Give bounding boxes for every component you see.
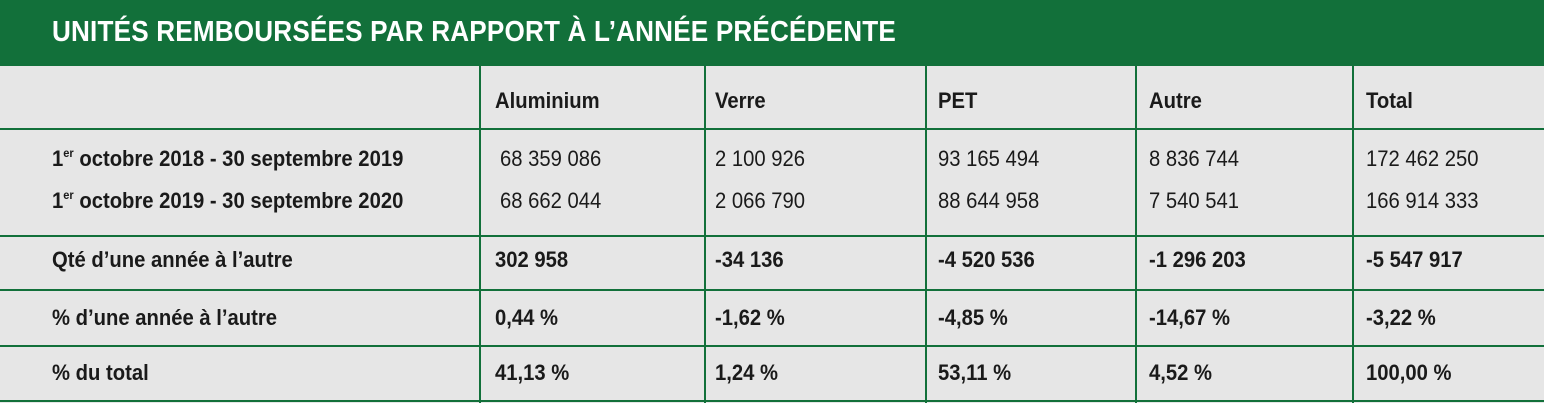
table-cell: -4,85 % [938, 305, 1008, 330]
row-divider [0, 400, 1544, 402]
column-divider [925, 66, 927, 403]
table-cell: 53,11 % [938, 360, 1012, 385]
row-divider [0, 345, 1544, 347]
table-cell: 0,44 % [495, 305, 559, 330]
column-header-total: Total [1366, 88, 1413, 113]
table-cell: 8 836 744 [1149, 146, 1240, 171]
data-table: Aluminium Verre PET Autre Total 1er octo… [0, 66, 1544, 403]
row-divider [0, 235, 1544, 237]
table-cell: 166 914 333 [1366, 188, 1479, 213]
table-cell: -1,62 % [715, 305, 785, 330]
table-cell: 93 165 494 [938, 146, 1040, 171]
table-cell: -1 296 203 [1149, 247, 1246, 272]
table-cell: 2 066 790 [715, 188, 806, 213]
period-label-text: octobre 2019 - 30 septembre 2020 [73, 188, 404, 213]
period-label-text: octobre 2018 - 30 septembre 2019 [73, 146, 404, 171]
table-cell: -4 520 536 [938, 247, 1035, 272]
table-cell: 68 359 086 [500, 146, 602, 171]
table-cell: 68 662 044 [500, 188, 602, 213]
period-label: 1er octobre 2018 - 30 septembre 2019 [52, 145, 403, 173]
table-cell: 2 100 926 [715, 146, 806, 171]
column-header-aluminium: Aluminium [495, 88, 600, 113]
column-header-autre: Autre [1149, 88, 1202, 113]
row-divider [0, 289, 1544, 291]
table-cell: 4,52 % [1149, 360, 1213, 385]
page-title: UNITÉS REMBOURSÉES PAR RAPPORT À L’ANNÉE… [52, 16, 897, 48]
table-cell: 88 644 958 [938, 188, 1040, 213]
row-divider [0, 128, 1544, 130]
table-cell: -5 547 917 [1366, 247, 1463, 272]
column-header-pet: PET [938, 88, 978, 113]
table-cell: 302 958 [495, 247, 569, 272]
period-ordinal: 1 [52, 188, 64, 213]
column-divider [704, 66, 706, 403]
period-ordinal-suffix: er [63, 146, 74, 160]
table-cell: 1,24 % [715, 360, 779, 385]
column-divider [1135, 66, 1137, 403]
period-label: 1er octobre 2019 - 30 septembre 2020 [52, 187, 403, 215]
table-cell: 7 540 541 [1149, 188, 1240, 213]
title-banner: UNITÉS REMBOURSÉES PAR RAPPORT À L’ANNÉE… [0, 0, 1544, 66]
table-cell: 172 462 250 [1366, 146, 1479, 171]
row-label: % d’une année à l’autre [52, 305, 277, 330]
period-ordinal: 1 [52, 146, 64, 171]
table-cell: -34 136 [715, 247, 784, 272]
row-label: Qté d’une année à l’autre [52, 247, 293, 272]
table-cell: -3,22 % [1366, 305, 1436, 330]
table-cell: 100,00 % [1366, 360, 1452, 385]
table-cell: -14,67 % [1149, 305, 1231, 330]
column-divider [479, 66, 481, 403]
column-header-verre: Verre [715, 88, 766, 113]
row-label: % du total [52, 360, 149, 385]
table-cell: 41,13 % [495, 360, 570, 385]
column-divider [1352, 66, 1354, 403]
period-ordinal-suffix: er [63, 188, 74, 202]
